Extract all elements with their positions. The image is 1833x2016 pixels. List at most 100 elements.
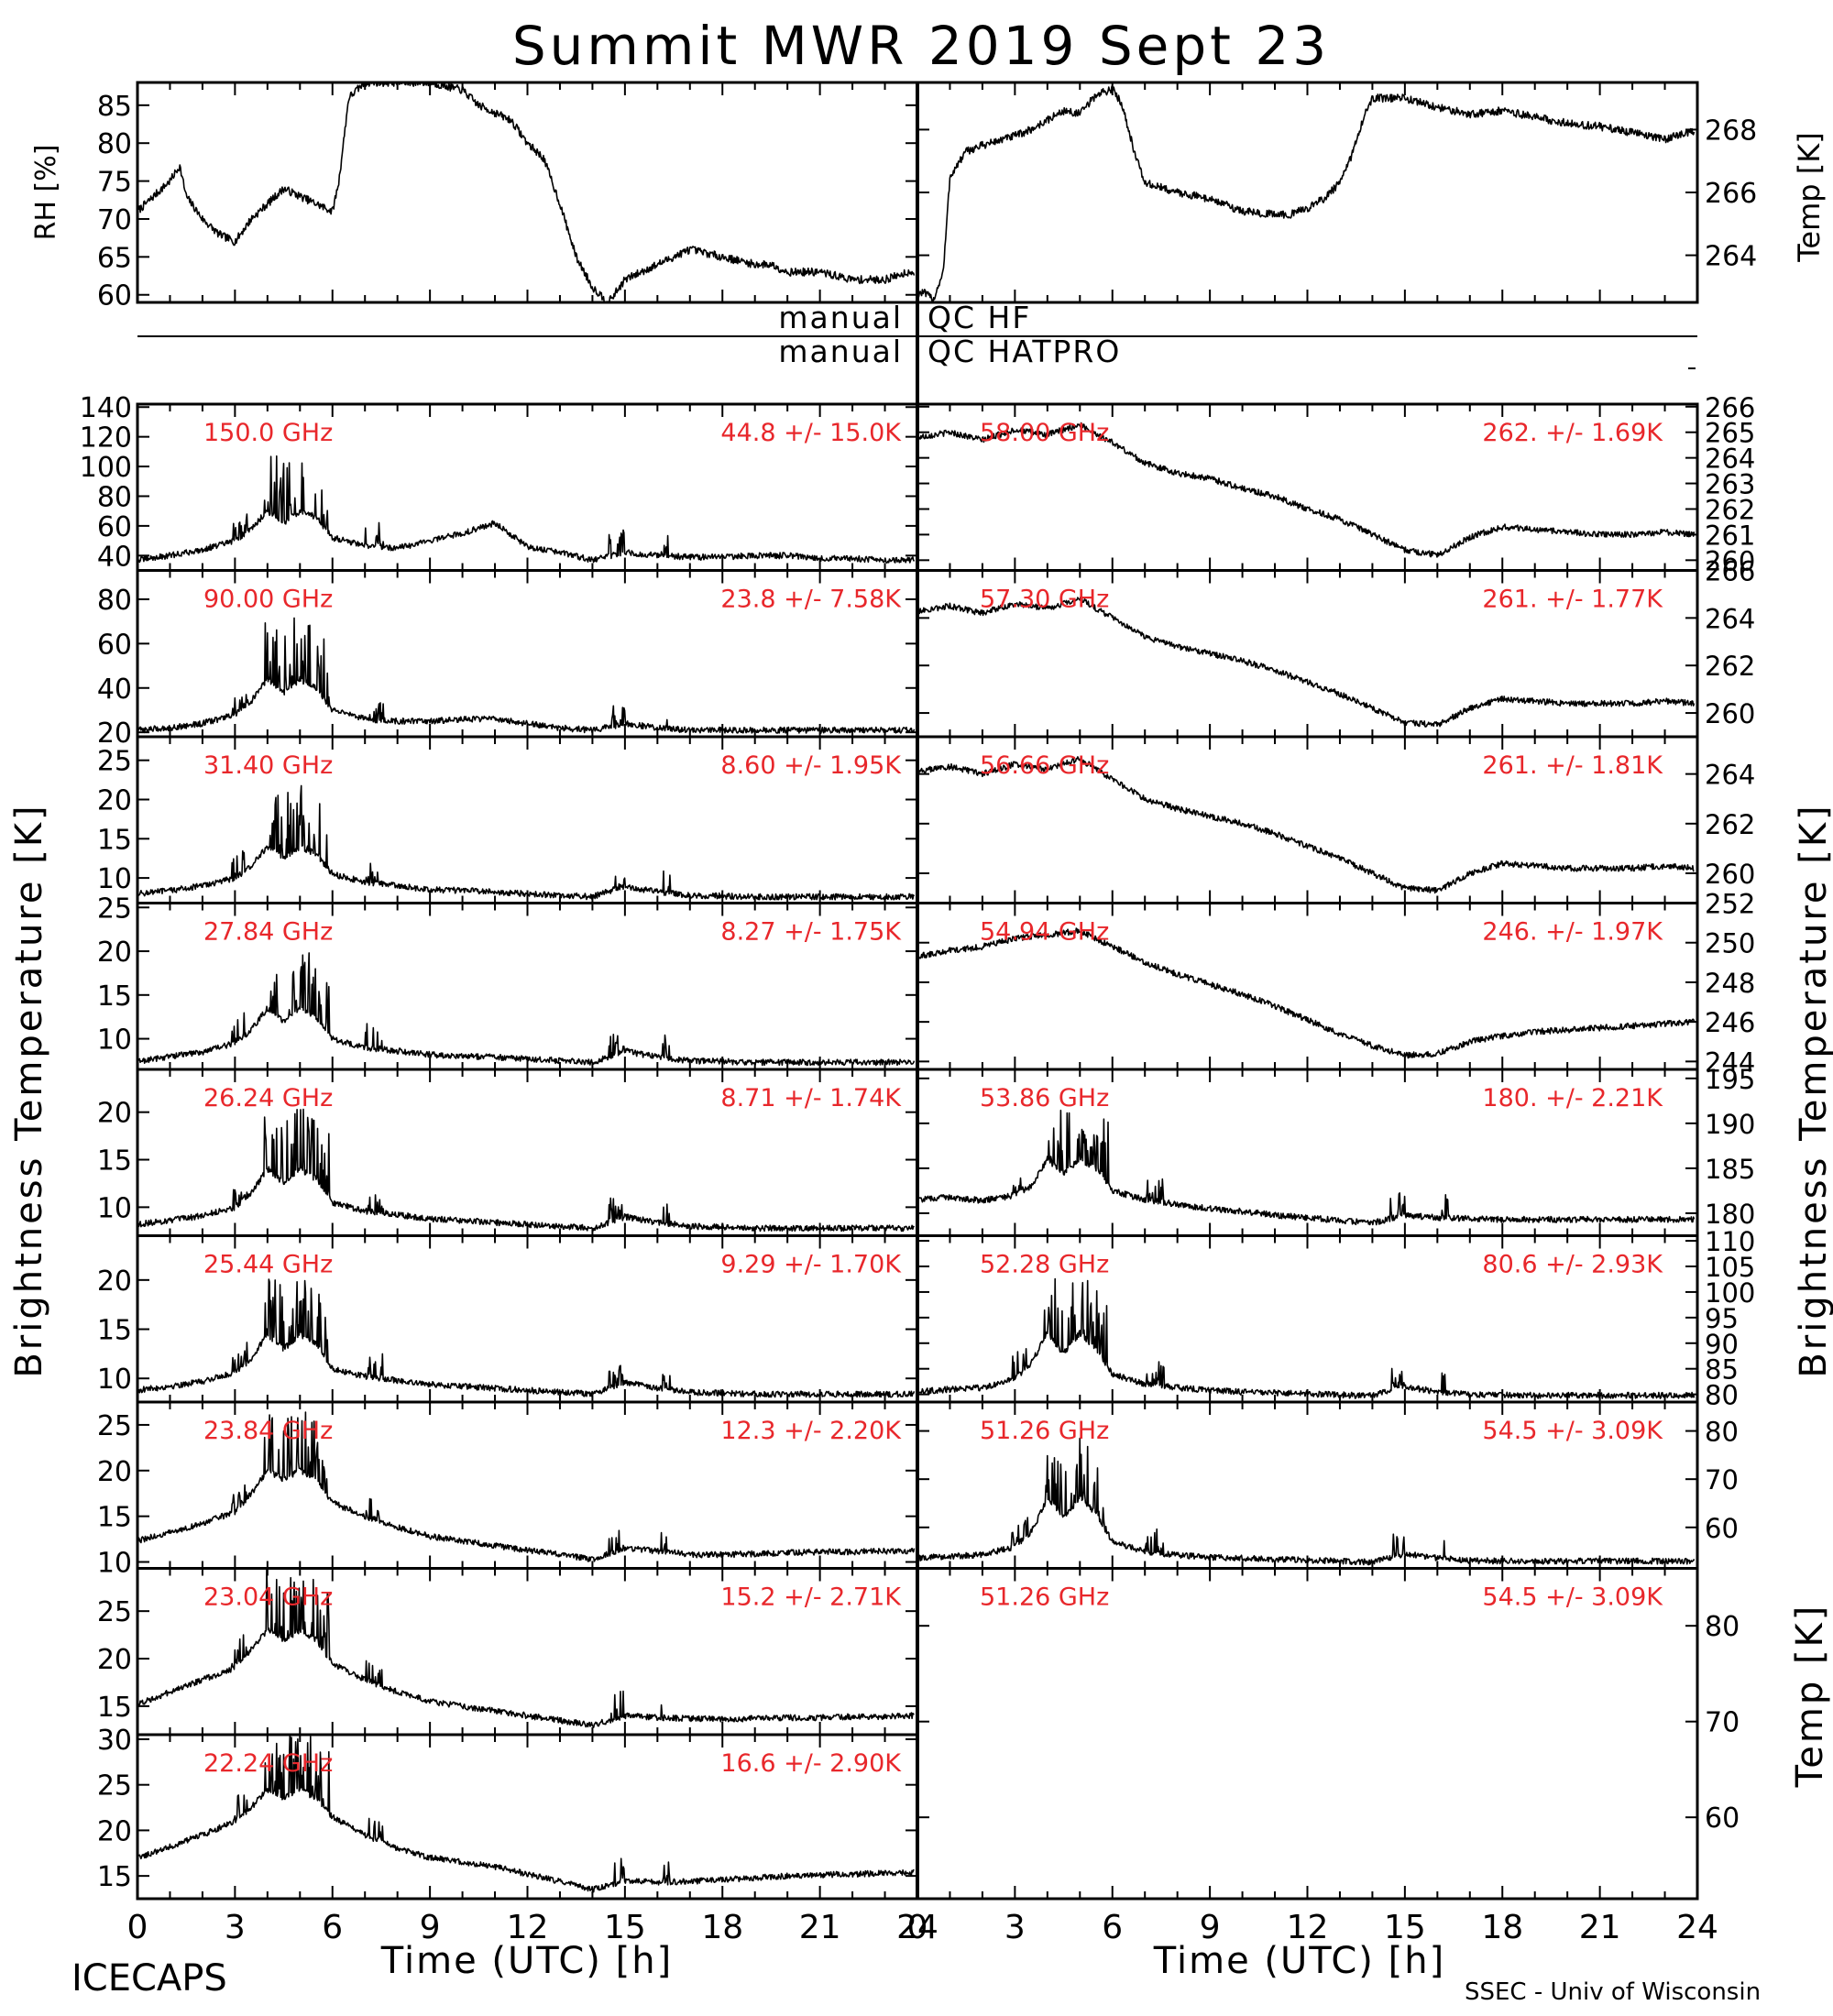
x-tick-label: 12 xyxy=(1287,1909,1329,1946)
y-tick-label: 268 xyxy=(1705,115,1757,147)
y-tick-label: 85 xyxy=(97,91,132,123)
y-tick-label: 60 xyxy=(1705,1513,1739,1544)
stats-label: 80.6 +/- 2.93K xyxy=(1482,1251,1663,1279)
panel-tb_56.66: 260 262 264 56.66 GHz 261. +/- 1.81K xyxy=(916,735,1755,904)
panel-tb_25.44: 10 15 20 25.44 GHz 9.29 +/- 1.70K xyxy=(97,1234,919,1404)
y-tick-label: 65 xyxy=(97,242,132,274)
y-tick-label: 60 xyxy=(97,511,132,543)
y-tick-label: 105 xyxy=(1705,1252,1755,1283)
frequency-label: 58.00 GHz xyxy=(980,419,1109,447)
y-tick-label: 80 xyxy=(97,128,132,160)
series-line xyxy=(137,952,916,1067)
frequency-label: 57.30 GHz xyxy=(980,586,1109,614)
frequency-label: 150.0 GHz xyxy=(203,419,333,447)
y-tick-label: 20 xyxy=(97,1456,132,1488)
x-tick-label: 15 xyxy=(1384,1909,1426,1946)
y-tick-label: 25 xyxy=(97,746,132,778)
panel-frame xyxy=(916,81,1699,304)
y-tick-label: 260 xyxy=(1705,698,1755,729)
panel-tb_57.30: 260 262 264 266 57.30 GHz 261. +/- 1.77K xyxy=(916,556,1755,739)
frequency-label: 22.24 GHz xyxy=(203,1749,333,1778)
series-line xyxy=(917,596,1696,728)
stats-label: 261. +/- 1.77K xyxy=(1482,586,1663,614)
y-tick-label: 180 xyxy=(1705,1199,1755,1230)
y-tick-label: 70 xyxy=(1705,1707,1740,1739)
temp-y-axis-label: Temp [K] xyxy=(1792,132,1827,262)
qc-hatpro-label: QC HATPRO xyxy=(927,334,1121,369)
series-line xyxy=(917,1109,1696,1226)
y-tick-label: 90 xyxy=(1705,1329,1739,1360)
series-line xyxy=(917,927,1696,1059)
y-tick-label: 248 xyxy=(1705,968,1755,999)
y-tick-label: 60 xyxy=(97,629,132,661)
y-tick-label: 20 xyxy=(97,1098,132,1130)
y-tick-label: 190 xyxy=(1705,1109,1755,1140)
panel-air_temp: 264 266 268 xyxy=(916,81,1757,304)
series-line xyxy=(917,422,1696,558)
x-tick-label: 0 xyxy=(127,1909,148,1946)
x-tick-label: 18 xyxy=(701,1909,743,1946)
qc-hf-label: QC HF xyxy=(927,300,1031,335)
y-tick-label: 10 xyxy=(97,1548,132,1580)
series-line xyxy=(137,82,916,302)
y-tick-label: 266 xyxy=(1705,392,1755,423)
rh-panel: 60 65 70 75 80 85 xyxy=(97,81,919,312)
x-tick-label: 0 xyxy=(907,1909,928,1946)
right-x-axis-label: Time (UTC) [h] xyxy=(1153,1940,1445,1982)
y-tick-label: 25 xyxy=(97,893,132,925)
y-tick-label: 246 xyxy=(1705,1007,1755,1038)
panel-tb_31.4: 10 15 20 25 31.40 GHz 8.60 +/- 1.95K xyxy=(97,735,919,904)
x-tick-label: 24 xyxy=(1676,1909,1718,1946)
frequency-label: 90.00 GHz xyxy=(203,586,333,614)
series-line xyxy=(917,1437,1696,1566)
panel-tb_90: 20 40 60 80 90.00 GHz 23.8 +/- 7.58K xyxy=(97,569,919,750)
stats-label: 180. +/- 2.21K xyxy=(1482,1084,1663,1112)
frequency-label: 26.24 GHz xyxy=(203,1084,333,1112)
panel-tb_23.84: 10 15 20 25 23.84 GHz 12.3 +/- 2.20K xyxy=(97,1400,919,1580)
y-tick-label: 20 xyxy=(97,1265,132,1298)
stats-label: 15.2 +/- 2.71K xyxy=(720,1583,902,1612)
panel-tb_53.86: 180 185 190 195 53.86 GHz 180. +/- 2.21K xyxy=(916,1064,1755,1237)
x-tick-label: 21 xyxy=(1579,1909,1621,1946)
y-tick-label: 244 xyxy=(1705,1046,1755,1078)
series-line xyxy=(137,1568,915,1728)
y-tick-label: 10 xyxy=(97,1192,132,1224)
frequency-label: 51.26 GHz xyxy=(980,1417,1109,1445)
y-tick-label: 15 xyxy=(97,1145,132,1178)
series-line xyxy=(917,1640,1695,1891)
y-tick-label: 40 xyxy=(97,674,132,706)
frequency-label: 56.66 GHz xyxy=(980,751,1109,780)
y-tick-label: 80 xyxy=(1705,1380,1739,1411)
y-tick-label: 70 xyxy=(97,204,132,236)
y-tick-label: 266 xyxy=(1705,556,1755,587)
y-tick-label: 195 xyxy=(1705,1064,1755,1095)
y-tick-label: 100 xyxy=(80,452,132,484)
bb-temp-y-axis-label: Temp [K] xyxy=(1789,1604,1831,1789)
y-tick-label: 264 xyxy=(1705,444,1755,475)
frequency-label: 25.44 GHz xyxy=(203,1251,333,1279)
air-temp-panel: 264 266 268 xyxy=(916,81,1757,304)
panel-rh: 60 65 70 75 80 85 xyxy=(97,81,919,312)
y-tick-label: 20 xyxy=(97,937,132,969)
y-tick-label: 250 xyxy=(1705,928,1755,959)
y-tick-label: 15 xyxy=(97,1861,132,1893)
frequency-label: 23.84 GHz xyxy=(203,1417,333,1445)
y-tick-label: 252 xyxy=(1705,889,1755,920)
stats-label: 261. +/- 1.81K xyxy=(1482,751,1663,780)
x-tick-label: 18 xyxy=(1481,1909,1523,1946)
y-tick-label: 25 xyxy=(97,1770,132,1802)
y-tick-label: 15 xyxy=(97,1692,132,1724)
right-y-axis-label: Brightness Temperature [K] xyxy=(1793,803,1833,1377)
y-tick-label: 264 xyxy=(1705,241,1757,273)
axis-labels: Brightness Temperature [K] Brightness Te… xyxy=(8,132,1833,2006)
footer-left-label: ICECAPS xyxy=(71,1957,227,2000)
y-tick-label: 25 xyxy=(97,1410,132,1442)
frequency-label: 51.26 GHz xyxy=(980,1583,1109,1612)
stats-label: 12.3 +/- 2.20K xyxy=(720,1417,902,1445)
series-line xyxy=(917,756,1695,894)
